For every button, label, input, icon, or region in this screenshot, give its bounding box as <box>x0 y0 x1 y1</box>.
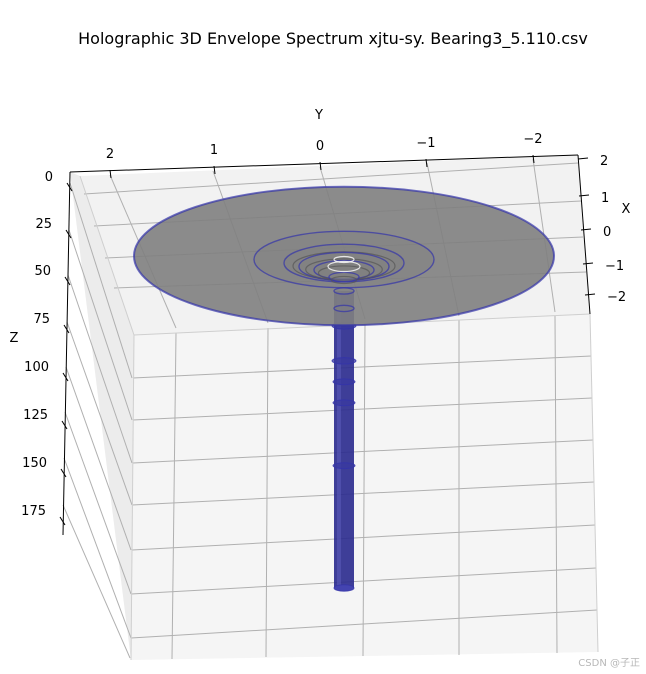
z-tick-label: 25 <box>35 217 52 232</box>
orbit-disc <box>333 304 355 313</box>
y-tick-mark <box>532 154 535 164</box>
y-tick-mark <box>213 165 216 175</box>
grid-line <box>83 162 579 195</box>
x-tick-mark <box>578 194 590 197</box>
grid-line <box>132 397 593 421</box>
x-tick-label: 2 <box>600 154 608 169</box>
z-tick-label: 150 <box>22 456 47 471</box>
orbit-ring <box>330 275 358 285</box>
grid-line <box>132 355 592 379</box>
y-tick-label: 0 <box>316 139 324 154</box>
z-tick-mark <box>61 420 68 430</box>
grid-line <box>69 182 133 379</box>
y-tick-label: 1 <box>210 143 218 158</box>
z-tick-mark <box>59 516 66 526</box>
grid-line <box>130 609 598 639</box>
x-tick-label: 0 <box>603 225 611 240</box>
grid-line <box>131 481 595 506</box>
y-tick-mark <box>109 169 112 179</box>
grid-line <box>64 411 132 595</box>
y-tick-label: −1 <box>416 136 435 151</box>
y-tick-label: 2 <box>106 147 114 162</box>
z-tick-label: 125 <box>23 408 48 423</box>
z-tick-label: 50 <box>34 264 51 279</box>
z-tick-label: 175 <box>21 504 46 519</box>
z-tick-mark <box>64 276 71 286</box>
grid-line <box>68 229 133 421</box>
x-tick-label: 1 <box>601 191 609 206</box>
grid-line <box>66 321 133 506</box>
z-tick-label: 100 <box>24 360 49 375</box>
y-axis-label: Y <box>314 108 323 123</box>
x-axis-line <box>577 154 591 315</box>
orbit-disc <box>333 287 355 295</box>
z-tick-mark <box>65 229 72 239</box>
z-tick-mark <box>66 182 73 192</box>
grid-line <box>362 323 366 657</box>
grid-line <box>63 457 132 639</box>
axis-ticks: 2 1 0 −1 −2 2 1 0 −1 −2 0 25 50 75 100 125 150 175 <box>21 132 626 526</box>
shaft-highlight <box>337 290 341 588</box>
shaft-collar <box>332 399 356 407</box>
orbit-ring <box>317 265 371 281</box>
watermark: CSDN @子正 <box>578 657 640 669</box>
z-tick-label: 75 <box>33 312 50 327</box>
z-tick-mark <box>62 372 69 382</box>
orbit-ring <box>327 260 361 273</box>
y-tick-mark <box>425 158 428 168</box>
x-tick-mark <box>582 262 594 265</box>
left-pane <box>70 172 134 660</box>
y-tick-label: −2 <box>523 132 542 147</box>
chart-title: Holographic 3D Envelope Spectrum xjtu-sy… <box>78 29 588 49</box>
shaft-collar <box>332 378 356 386</box>
pane-edges <box>79 175 599 661</box>
grid-line <box>65 366 132 551</box>
x-tick-label: −1 <box>605 259 624 274</box>
x-tick-mark <box>580 228 592 231</box>
x-tick-mark <box>584 293 596 296</box>
y-axis-line <box>69 154 579 173</box>
envelope-surface <box>133 185 555 592</box>
grid-line <box>132 439 594 464</box>
grid-line <box>265 327 269 658</box>
orbit-ring <box>333 255 355 264</box>
y-tick-mark <box>319 161 322 171</box>
x-axis-label: X <box>622 202 631 217</box>
shaft-collar <box>331 357 357 365</box>
shaft-collar <box>332 462 356 470</box>
z-tick-mark <box>60 468 67 478</box>
z-axis-label: Z <box>10 331 19 346</box>
grid-line <box>554 315 558 654</box>
z-axis-line <box>62 171 71 536</box>
shaft-bottom <box>333 584 355 592</box>
x-tick-label: −2 <box>607 290 626 305</box>
grid-line <box>67 274 133 464</box>
grid-line <box>62 504 131 659</box>
x-tick-mark <box>577 157 589 160</box>
z-tick-label: 0 <box>45 170 53 185</box>
z-tick-mark <box>63 324 70 334</box>
grid-line <box>171 332 177 660</box>
